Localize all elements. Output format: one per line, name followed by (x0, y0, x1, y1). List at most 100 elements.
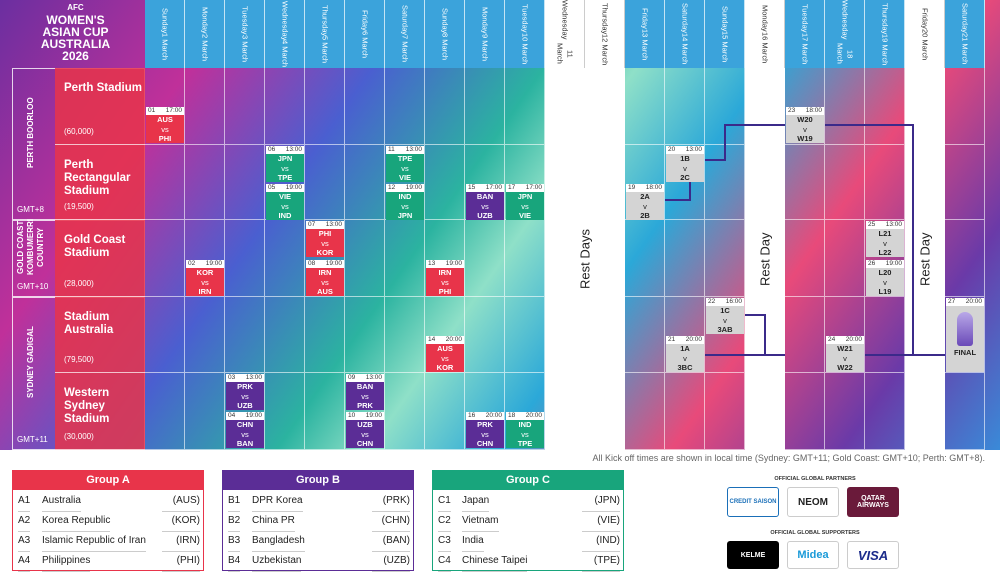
match-away: TPE (277, 173, 293, 182)
weekday: Friday (640, 7, 650, 29)
date: 1 March (160, 33, 170, 61)
group-title: Group A (12, 470, 204, 490)
match-box: 25 13:00 L21 v L22 (866, 221, 904, 257)
match-time: 16:00 (725, 298, 742, 305)
match-box: 19 18:00 2A v 2B (626, 184, 664, 220)
grid-cell (665, 373, 705, 450)
timezone: GMT+11 (17, 435, 48, 444)
grid-cell (585, 145, 625, 220)
match-home: W21 (837, 344, 853, 353)
match-home: TPE (397, 154, 413, 163)
match-strip: 23 18:00 (786, 107, 824, 115)
grid-cell (185, 68, 225, 145)
grid-cell (545, 145, 585, 220)
match-away: PHI (158, 134, 172, 143)
weekday: Tuesday (520, 4, 530, 33)
match-sep: vs (481, 201, 489, 211)
match-strip: 12 19:00 (386, 184, 424, 192)
grid-cell (865, 145, 905, 220)
match-strip: 21 20:00 (666, 336, 704, 344)
match-box: 01 17:00 AUS vs PHI (146, 107, 184, 143)
match-away: UZB (477, 211, 493, 220)
match-sep: v (643, 201, 647, 211)
match-time: 19:00 (245, 412, 262, 419)
trophy-icon (957, 312, 973, 346)
grid-cell (585, 373, 625, 450)
grid-cell (865, 373, 905, 450)
day-header: Tuesday 10 March (505, 0, 545, 68)
weekday: Wednesday (560, 0, 570, 40)
match-box: 18 20:00 IND vs TPE (506, 412, 544, 448)
match-sep: vs (361, 391, 369, 401)
match-strip: 15 17:00 (466, 184, 504, 192)
grid-cell (945, 145, 985, 220)
grid-cell (945, 373, 985, 450)
grid-cell (585, 220, 625, 297)
grid-cell (825, 68, 865, 145)
match-box: 10 19:00 UZB vs CHN (346, 412, 384, 448)
grid-cell (185, 145, 225, 220)
match-box: 07 13:00 PHI vs KOR (306, 221, 344, 257)
match-sep: vs (441, 353, 449, 363)
match-sep: vs (521, 429, 529, 439)
match-home: JPN (277, 154, 293, 163)
team-abbr: (UZB) (372, 551, 410, 572)
grid-cell (545, 373, 585, 450)
grid-cell (425, 373, 465, 450)
supporter-logo: VISA (847, 541, 899, 569)
match-time: 20:00 (685, 336, 702, 343)
logo-text: AFC (67, 3, 84, 12)
match-time: 17:00 (165, 107, 182, 114)
match-sep: vs (281, 163, 289, 173)
team-abbr: (IRN) (162, 531, 200, 552)
team-name: Korea Republic (42, 511, 111, 532)
match-sep: vs (241, 391, 249, 401)
match-away: UZB (237, 401, 253, 410)
grid-cell (305, 373, 345, 450)
team-name: Australia (42, 491, 81, 512)
match-away: IRN (198, 287, 212, 296)
partners-title: OFFICIAL GLOBAL PARTNERS (774, 476, 856, 482)
supporter-logo: KELME (727, 541, 779, 569)
day-header: Thursday 5 March (305, 0, 345, 68)
weekday: Sunday (160, 7, 170, 34)
grid-cell (345, 297, 385, 373)
grid-cell (145, 220, 185, 297)
match-strip: 19 18:00 (626, 184, 664, 192)
timezone: GMT+10 (17, 282, 49, 291)
match-sep: v (683, 353, 687, 363)
team-code: B1 (228, 491, 241, 512)
match-number: 23 (788, 107, 796, 114)
match-away: PRK (357, 401, 373, 410)
match-home: IND (518, 420, 532, 429)
match-away: KOR (316, 248, 334, 257)
venue-cell (55, 68, 145, 145)
match-strip: 05 19:00 (266, 184, 304, 192)
venue-capacity: (28,000) (64, 279, 94, 288)
partner-logo: CREDIT SAISON (727, 487, 779, 517)
grid-cell (505, 220, 545, 297)
date: 3 March (240, 34, 250, 62)
match-home: 1A (680, 344, 690, 353)
grid-cell (545, 297, 585, 373)
match-home: 1B (680, 154, 690, 163)
match-home: IRN (438, 268, 452, 277)
grid-cell (385, 373, 425, 450)
day-header: Tuesday 3 March (225, 0, 265, 68)
match-number: 12 (388, 184, 396, 191)
weekday: Monday (200, 7, 210, 34)
date: 4 March (280, 40, 290, 68)
team-name: Philippines (42, 551, 91, 572)
weekday: Saturday (400, 5, 410, 36)
match-strip: 09 13:00 (346, 374, 384, 382)
match-home: PHI (318, 229, 332, 238)
match-strip: 08 19:00 (306, 260, 344, 268)
logo-text: 2026 (62, 49, 89, 63)
match-box: 02 19:00 KOR vs IRN (186, 260, 224, 296)
grid-cell (145, 297, 185, 373)
grid-cell (585, 68, 625, 145)
match-home: IRN (318, 268, 332, 277)
match-number: 27 (948, 298, 956, 305)
match-strip: 07 13:00 (306, 221, 344, 229)
weekday: Thursday (600, 2, 610, 34)
